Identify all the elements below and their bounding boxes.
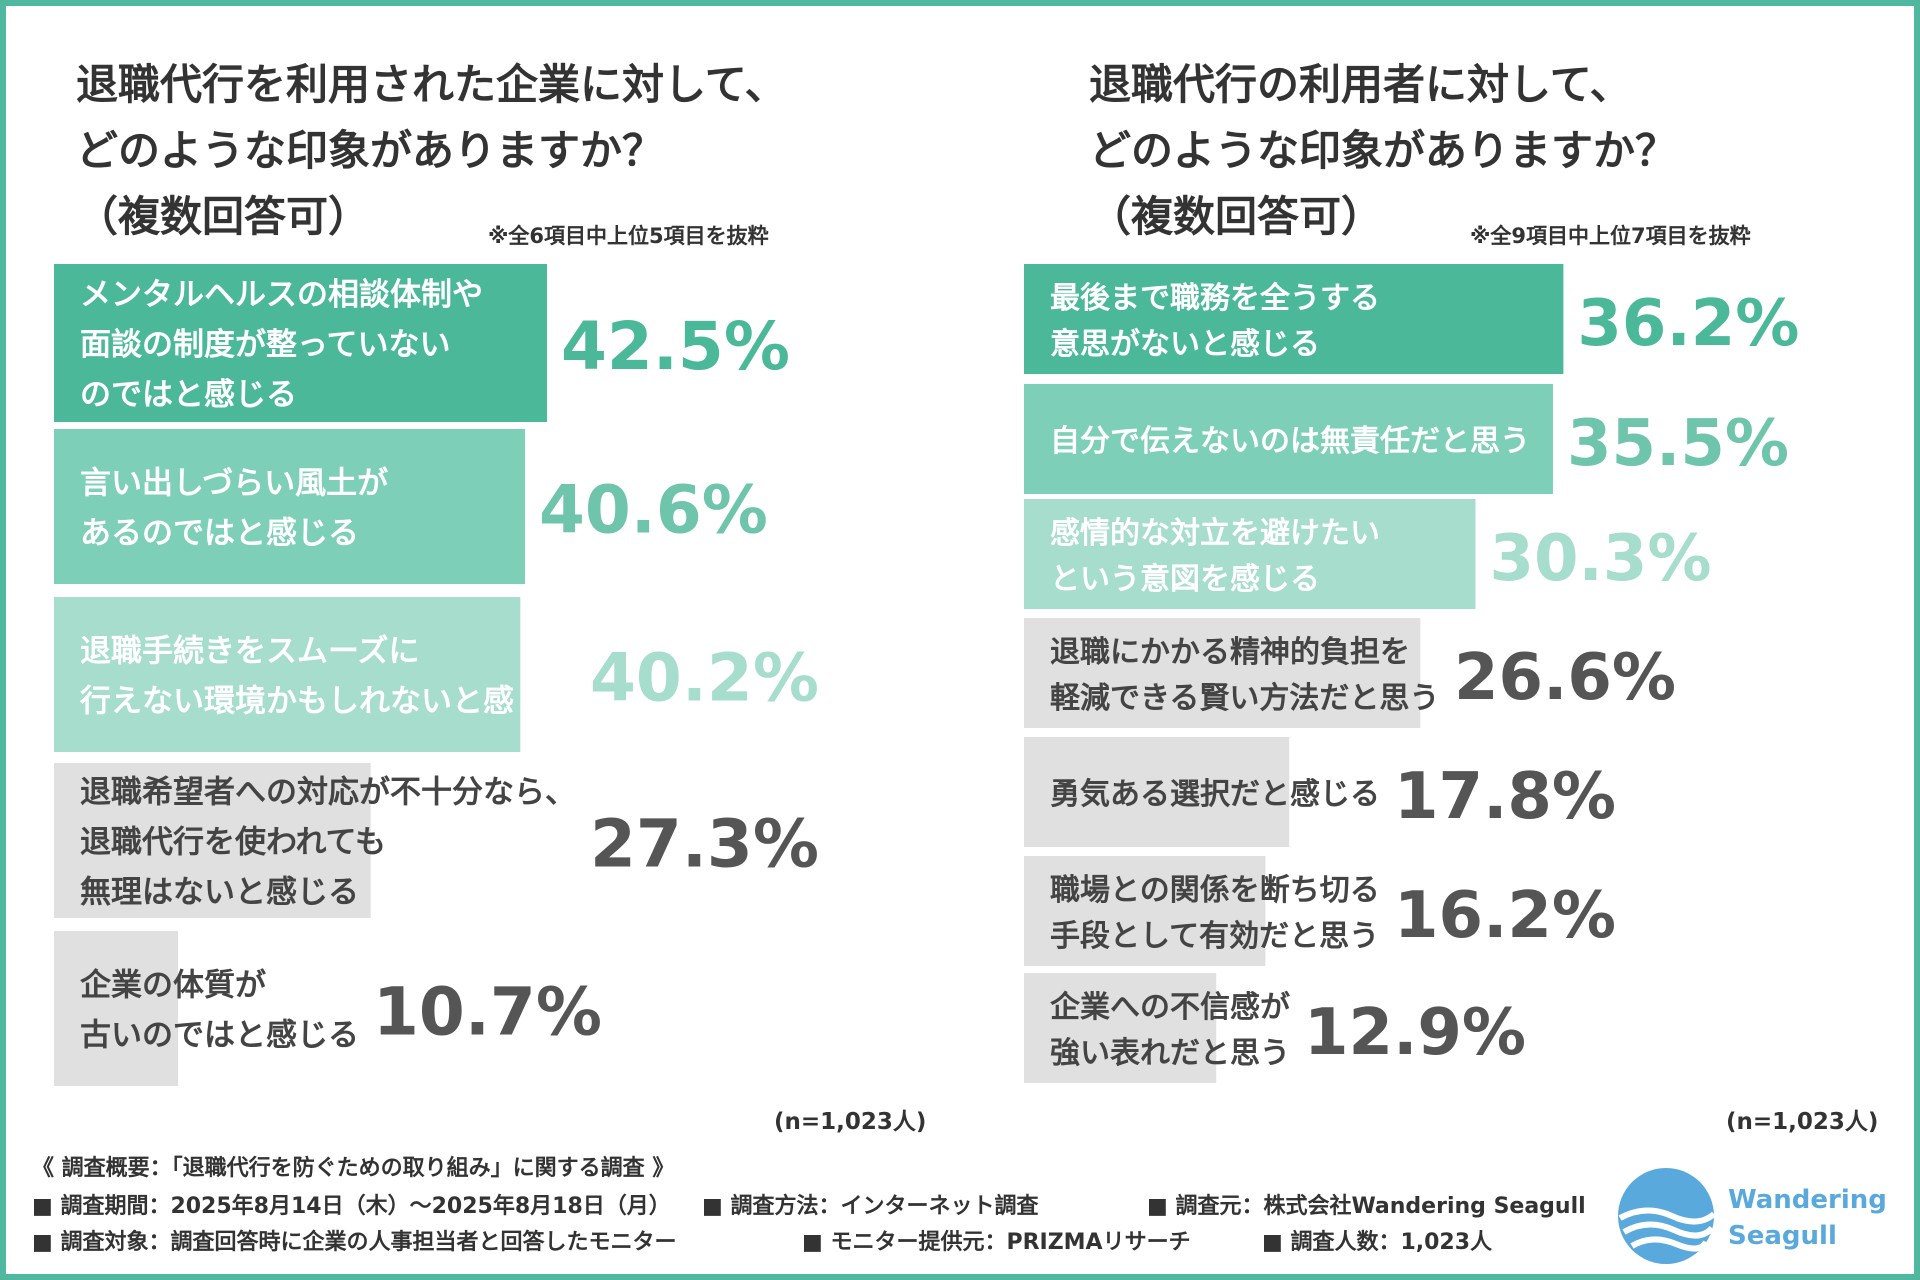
right-category-label-4-line-1: 退職にかかる精神的負担を <box>1050 635 1410 670</box>
survey-period: ■ 調査期間：2025年8月14日（木）～2025年8月18日（月） <box>32 1194 671 1219</box>
right-category-label-6-line-1: 職場との関係を断ち切る <box>1050 873 1380 908</box>
left-title-line-1: 退職代行を利用された企業に対して、 <box>76 60 787 109</box>
left-bar-5 <box>54 931 179 1086</box>
survey-heading: 《 調査概要：「退職代行を防ぐための取り組み」に関する調査 》 <box>32 1156 675 1181</box>
right-bar-7 <box>1024 973 1217 1083</box>
left-category-label-1-line-2: 面談の制度が整っていない <box>80 327 450 363</box>
right-category-label-4-line-2: 軽減できる賢い方法だと思う <box>1050 681 1439 716</box>
right-title-line-2: どのような印象がありますか？ <box>1089 126 1678 175</box>
survey-count: ■ 調査人数：1,023人 <box>1262 1230 1493 1255</box>
right-bar-3 <box>1024 499 1476 609</box>
right-value-label-4: 26.6% <box>1454 641 1676 715</box>
left-title-line-2: どのような印象がありますか？ <box>76 126 665 175</box>
right-category-label-7-line-2: 強い表れだと思う <box>1050 1036 1290 1071</box>
survey-provider: ■ モニター提供元：PRIZMAリサーチ <box>802 1230 1191 1255</box>
right-category-label-1-line-1: 最後まで職務を全うする <box>1050 281 1380 316</box>
right-category-label-1-line-2: 意思がないと感じる <box>1050 327 1320 362</box>
left-category-label-3-line-1: 退職手続きをスムーズに <box>80 634 419 670</box>
left-category-label-1-line-3: のではと感じる <box>80 377 297 413</box>
left-bar-3 <box>54 597 521 752</box>
right-category-label-7-line-1: 企業への不信感が <box>1050 990 1290 1025</box>
survey-method: ■ 調査方法：インターネット調査 <box>702 1194 1039 1219</box>
right-category-label-6-line-2: 手段として有効だと思う <box>1050 919 1379 954</box>
left-bar-4 <box>54 763 371 918</box>
right-bar-1 <box>1024 264 1564 374</box>
right-chart-title: 退職代行の利用者に対して、 どのような印象がありますか？ （複数回答可） <box>1089 52 1677 250</box>
right-bar-2 <box>1024 384 1553 494</box>
left-title-line-3: （複数回答可） <box>76 192 371 241</box>
left-value-label-1: 42.5% <box>561 308 790 385</box>
right-value-label-3: 30.3% <box>1489 522 1711 596</box>
left-bar-2 <box>54 429 525 584</box>
right-category-label-3-line-1: 感情的な対立を避けたい <box>1050 516 1380 551</box>
left-value-label-2: 40.6% <box>539 472 768 549</box>
left-category-label-4-line-1: 退職希望者への対応が不十分なら、 <box>80 775 576 811</box>
right-value-label-2: 35.5% <box>1567 407 1789 481</box>
right-title-line-3: （複数回答可） <box>1089 192 1384 241</box>
wandering-seagull-logo: Wandering Seagull <box>1616 1166 1916 1266</box>
left-category-label-5-line-2: 古いのではと感じる <box>80 1018 359 1054</box>
right-bar-6 <box>1024 856 1266 966</box>
survey-source: ■ 調査元：株式会社Wandering Seagull <box>1147 1194 1586 1219</box>
left-category-label-4-line-3: 無理はないと感じる <box>80 875 359 911</box>
left-category-label-1-line-1: メンタルヘルスの相談体制や <box>80 277 483 313</box>
right-chart-note: ※全9項目中上位7項目を抜粋 <box>1470 224 1751 248</box>
left-sample-size: (n=1,023人) <box>774 1109 927 1135</box>
right-title-line-1: 退職代行の利用者に対して、 <box>1089 60 1632 109</box>
left-category-label-5-line-1: 企業の体質が <box>80 968 266 1004</box>
right-value-label-6: 16.2% <box>1394 879 1616 953</box>
right-category-label-5-line-1: 勇気ある選択だと感じる <box>1050 777 1380 812</box>
right-value-label-1: 36.2% <box>1577 287 1799 361</box>
right-category-label-2-line-1: 自分で伝えないのは無責任だと思う <box>1050 424 1530 459</box>
left-chart-title: 退職代行を利用された企業に対して、 どのような印象がありますか？ （複数回答可） <box>76 52 787 250</box>
left-value-label-4: 27.3% <box>590 806 819 883</box>
wave-logo-icon: Wandering Seagull <box>1618 1168 1887 1264</box>
left-bar-1 <box>54 264 547 422</box>
logo-text-line-1: Wandering <box>1728 1185 1887 1215</box>
right-bar-5 <box>1024 737 1290 847</box>
left-chart-note: ※全6項目中上位5項目を抜粋 <box>488 224 769 248</box>
left-value-label-5: 10.7% <box>373 974 602 1051</box>
right-value-label-5: 17.8% <box>1394 760 1616 834</box>
right-bar-4 <box>1024 618 1421 728</box>
right-value-label-7: 12.9% <box>1304 996 1526 1070</box>
survey-target: ■ 調査対象：調査回答時に企業の人事担当者と回答したモニター <box>32 1230 677 1255</box>
left-category-label-4-line-2: 退職代行を使われても <box>80 825 386 861</box>
left-category-label-3-line-2: 行えない環境かもしれないと感じる <box>79 684 576 720</box>
left-category-label-2-line-1: 言い出しづらい風土が <box>80 466 388 502</box>
left-category-label-2-line-2: あるのではと感じる <box>80 516 359 552</box>
right-sample-size: (n=1,023人) <box>1726 1109 1879 1135</box>
right-category-label-3-line-2: という意図を感じる <box>1050 562 1320 597</box>
logo-text-line-2: Seagull <box>1728 1221 1837 1251</box>
left-value-label-3: 40.2% <box>590 640 819 717</box>
